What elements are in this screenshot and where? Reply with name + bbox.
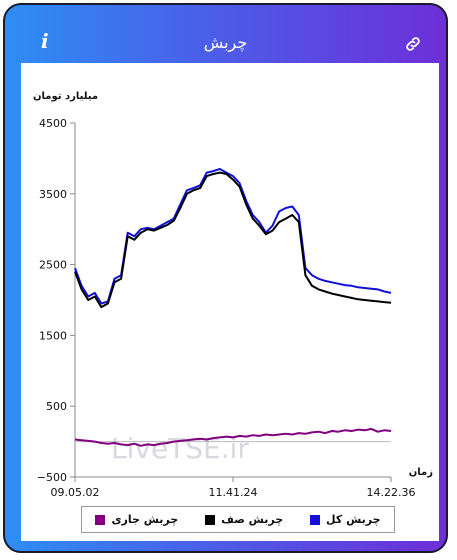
link-icon[interactable] (404, 35, 422, 53)
page-title: چربش (203, 33, 248, 52)
app-window: i چربش میلیارد تومان LiveTSE.ir −500 500 1… (3, 3, 448, 553)
x-tick-label: 14.22.36 (367, 486, 416, 499)
legend-swatch-total (310, 514, 321, 525)
chart-panel: میلیارد تومان LiveTSE.ir −500 500 1500 2500… (21, 63, 439, 541)
legend-label-queue: چربش صف (221, 513, 284, 526)
legend-item-current[interactable]: چربش جاری (95, 513, 178, 526)
legend-swatch-queue (205, 514, 216, 525)
series-line-0 (74, 168, 392, 305)
y-tick-label: −500 (37, 471, 67, 484)
legend-label-current: چربش جاری (111, 513, 179, 526)
y-tick-label: 4500 (39, 117, 67, 130)
legend-item-queue[interactable]: چربش صف (205, 513, 283, 526)
series-line-2 (74, 427, 392, 447)
legend-label-total: چربش کل (326, 513, 381, 526)
y-tick-label: 500 (46, 400, 67, 413)
legend: چربش کل چربش صف چربش جاری (81, 506, 395, 533)
legend-item-total[interactable]: چربش کل (310, 513, 381, 526)
x-axis-label: زمان (409, 467, 433, 478)
y-tick-label: 1500 (39, 329, 67, 342)
legend-swatch-current (95, 514, 106, 525)
header-bar: i چربش (5, 5, 446, 59)
chart: میلیارد تومان LiveTSE.ir −50050015002500… (33, 91, 433, 499)
x-tick-label: 11.41.24 (209, 486, 258, 499)
x-tick-label: 09.05.02 (51, 486, 100, 499)
y-axis-label: میلیارد تومان (33, 91, 98, 102)
y-tick-label: 2500 (39, 259, 67, 272)
series-line-1 (74, 171, 392, 309)
info-icon[interactable]: i (41, 29, 49, 53)
y-tick-label: 3500 (39, 188, 67, 201)
